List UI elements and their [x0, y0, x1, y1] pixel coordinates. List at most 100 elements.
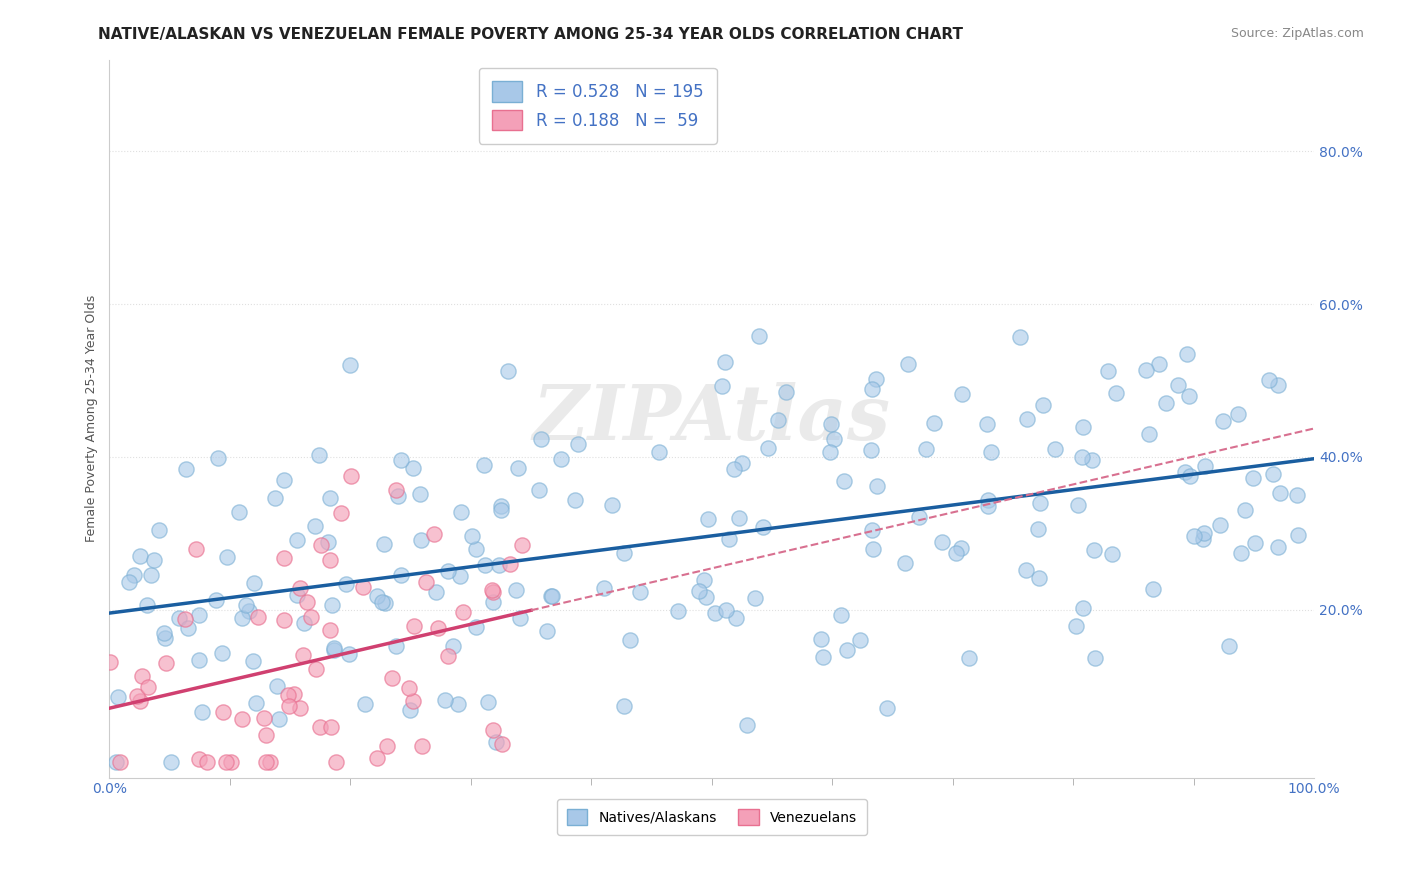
Point — [325, 756, 347, 770]
Point — [354, 697, 377, 711]
Point — [1015, 412, 1038, 426]
Point — [860, 443, 883, 458]
Point — [422, 526, 444, 541]
Point — [319, 720, 342, 734]
Point — [1267, 378, 1289, 392]
Point — [398, 681, 420, 695]
Point — [830, 608, 852, 623]
Point — [107, 690, 129, 704]
Point — [387, 490, 409, 504]
Point — [437, 649, 460, 664]
Point — [319, 491, 342, 505]
Point — [139, 567, 162, 582]
Point — [184, 542, 207, 557]
Point — [155, 657, 177, 671]
Point — [1101, 548, 1123, 562]
Point — [1226, 408, 1249, 422]
Point — [195, 756, 218, 770]
Point — [1084, 651, 1107, 665]
Point — [323, 641, 346, 656]
Point — [295, 595, 318, 609]
Point — [976, 493, 998, 508]
Point — [1177, 347, 1199, 361]
Point — [893, 556, 915, 570]
Point — [737, 717, 759, 731]
Point — [404, 619, 426, 633]
Point — [536, 624, 558, 638]
Point — [285, 533, 308, 547]
Point — [1066, 498, 1088, 512]
Point — [1241, 471, 1264, 485]
Point — [1174, 465, 1197, 479]
Point — [142, 552, 165, 566]
Point — [666, 604, 689, 618]
Point — [449, 569, 471, 583]
Point — [122, 568, 145, 582]
Point — [188, 608, 211, 623]
Point — [309, 720, 332, 734]
Point — [1212, 414, 1234, 428]
Point — [949, 541, 972, 556]
Point — [254, 756, 277, 770]
Point — [308, 448, 330, 462]
Point — [371, 595, 394, 609]
Point — [862, 542, 884, 557]
Point — [491, 737, 513, 751]
Point — [415, 574, 437, 589]
Point — [105, 756, 128, 770]
Point — [491, 499, 513, 513]
Y-axis label: Female Poverty Among 25-34 Year Olds: Female Poverty Among 25-34 Year Olds — [86, 295, 98, 542]
Point — [337, 647, 360, 661]
Point — [866, 478, 889, 492]
Point — [264, 491, 287, 506]
Point — [752, 520, 775, 534]
Point — [756, 441, 779, 455]
Point — [373, 537, 395, 551]
Point — [713, 355, 735, 369]
Point — [425, 585, 447, 599]
Point — [231, 611, 253, 625]
Point — [832, 474, 855, 488]
Point — [465, 620, 488, 634]
Point — [411, 739, 433, 753]
Point — [704, 606, 727, 620]
Point — [730, 456, 752, 470]
Point — [288, 701, 311, 715]
Point — [1182, 529, 1205, 543]
Point — [191, 705, 214, 719]
Point — [238, 604, 260, 618]
Point — [253, 711, 276, 725]
Point — [1194, 458, 1216, 473]
Point — [914, 442, 936, 456]
Point — [411, 533, 433, 547]
Point — [1015, 563, 1038, 577]
Point — [775, 385, 797, 400]
Point — [1261, 467, 1284, 482]
Point — [242, 654, 264, 668]
Point — [323, 643, 346, 657]
Point — [319, 623, 342, 637]
Point — [160, 756, 183, 770]
Point — [897, 357, 920, 371]
Point — [465, 542, 488, 557]
Point — [1267, 540, 1289, 554]
Point — [153, 626, 176, 640]
Point — [217, 549, 239, 564]
Point — [724, 611, 747, 625]
Point — [305, 662, 328, 676]
Point — [957, 651, 980, 665]
Point — [434, 692, 457, 706]
Point — [1167, 378, 1189, 392]
Point — [529, 483, 551, 497]
Point — [1081, 452, 1104, 467]
Point — [977, 499, 1000, 513]
Point — [1135, 362, 1157, 376]
Point — [506, 461, 529, 475]
Point — [1191, 532, 1213, 546]
Point — [1149, 357, 1171, 371]
Point — [509, 611, 531, 625]
Point — [485, 735, 508, 749]
Point — [188, 752, 211, 766]
Point — [335, 577, 357, 591]
Point — [155, 632, 177, 646]
